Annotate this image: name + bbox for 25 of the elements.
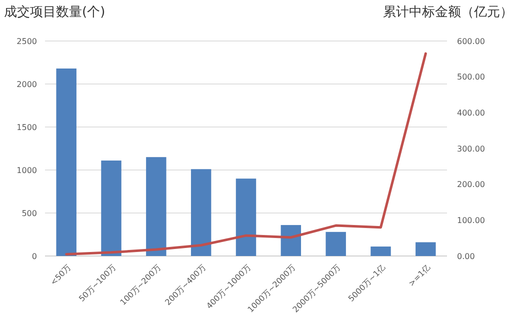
bar xyxy=(280,225,302,256)
y-tick-label: 500 xyxy=(22,208,37,218)
y-tick-label: 1500 xyxy=(16,122,37,132)
bar xyxy=(101,160,122,256)
y2-tick-label: 500.00 xyxy=(457,72,485,82)
line-series xyxy=(65,52,427,256)
y-tick-label: 2000 xyxy=(16,80,37,89)
y2-tick-label: 300.00 xyxy=(457,144,485,154)
y2-tick-label: 200.00 xyxy=(457,180,485,190)
y-axis-title: 成交项目数量(个) xyxy=(4,4,106,20)
bar xyxy=(56,68,76,256)
y2-tick-label: 0.00 xyxy=(457,252,475,261)
y-tick-label: 1000 xyxy=(16,166,37,175)
y-tick-label: 2500 xyxy=(16,36,37,46)
bar xyxy=(370,246,391,256)
y-tick-label: 0 xyxy=(32,252,37,261)
y2-axis-title: 累计中标金额（亿元） xyxy=(383,5,513,20)
bar xyxy=(416,242,436,256)
y2-tick-label: 600.00 xyxy=(457,36,485,46)
bar xyxy=(146,157,166,256)
y2-tick-label: 400.00 xyxy=(457,108,485,118)
bar xyxy=(190,169,212,256)
y2-tick-label: 100.00 xyxy=(457,216,485,225)
bar xyxy=(326,232,346,256)
bar xyxy=(236,178,256,256)
